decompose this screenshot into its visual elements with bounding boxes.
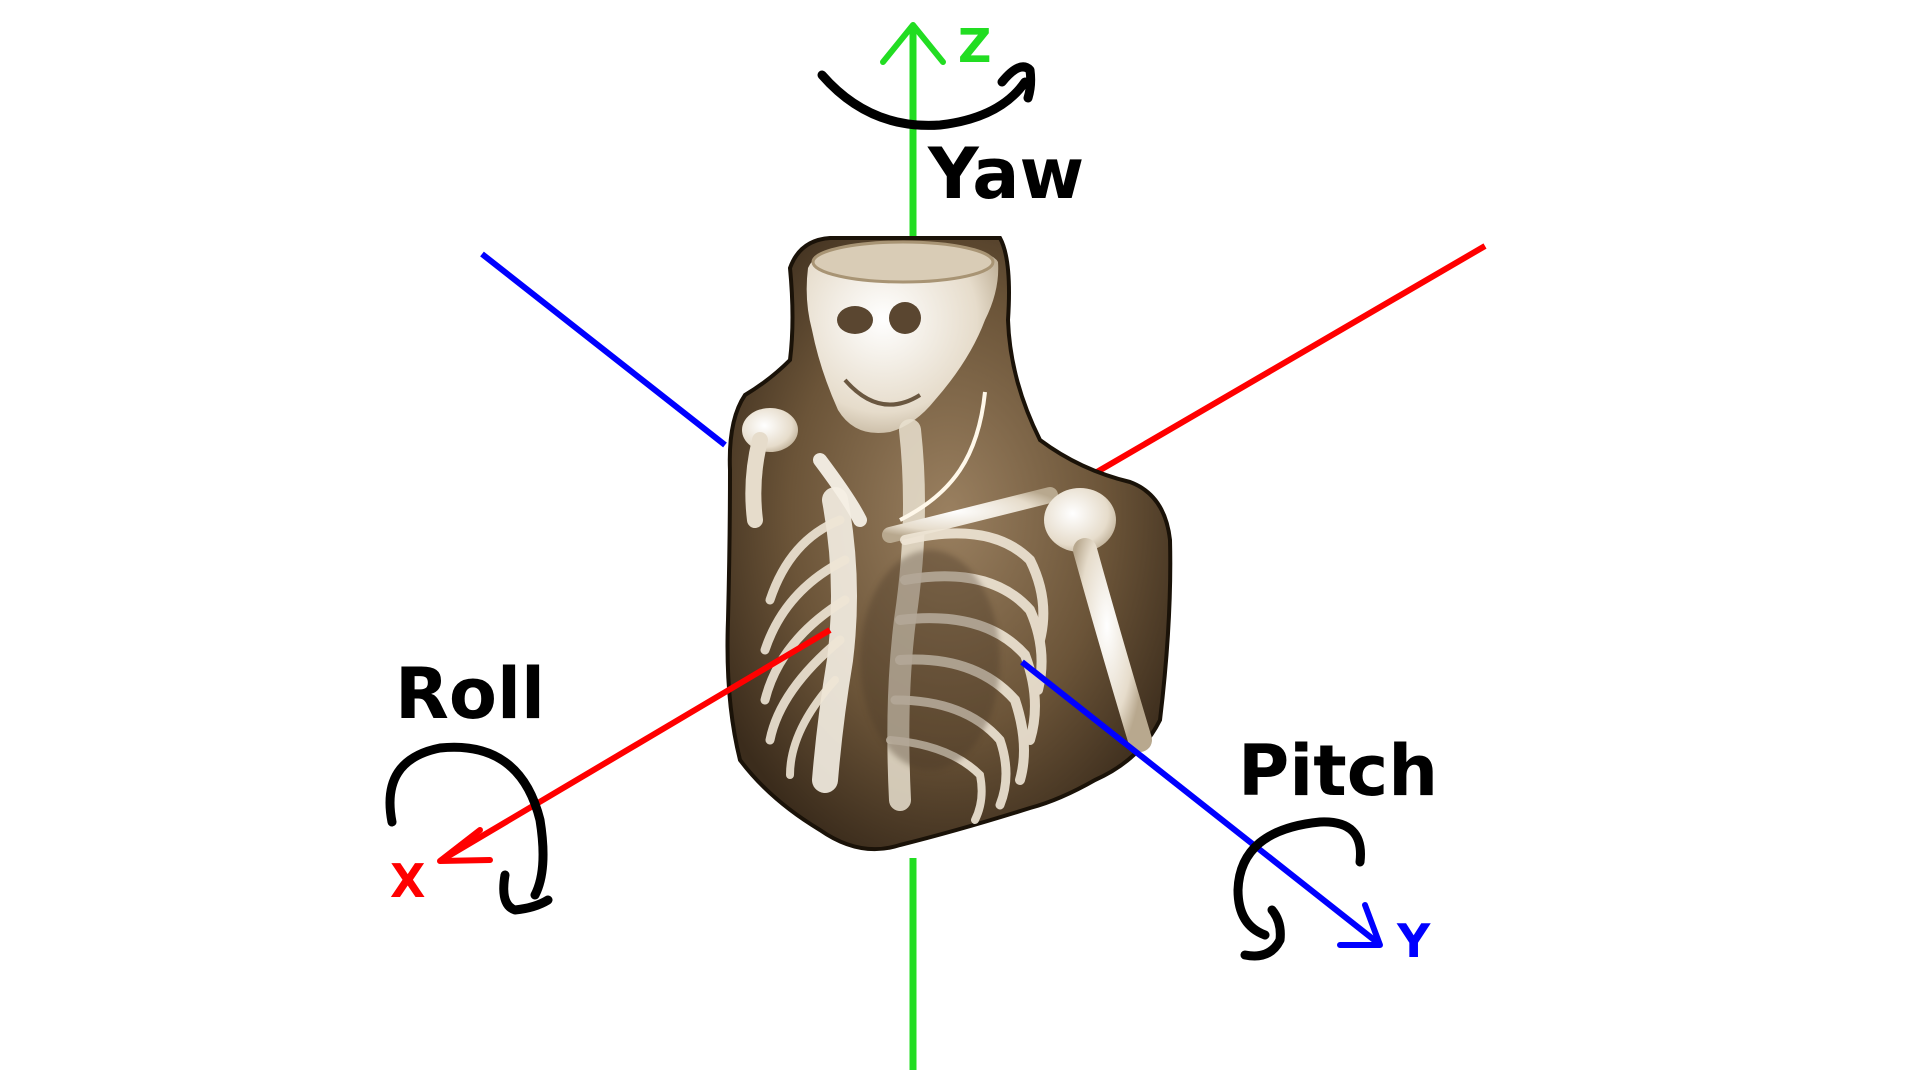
tube xyxy=(899,391,987,522)
axes-front xyxy=(437,22,1383,1070)
rib xyxy=(765,635,845,745)
rib xyxy=(900,528,1049,645)
shoulder-left xyxy=(1044,488,1116,552)
pitch-label: Pitch xyxy=(1238,730,1438,812)
x-axis-arrowhead xyxy=(437,827,493,864)
roll-rotation-arrow-icon xyxy=(385,742,553,915)
axes-back xyxy=(480,28,1487,479)
rib xyxy=(765,515,845,605)
yaw-rotation-arrow-icon xyxy=(817,62,1036,130)
eye-socket-left xyxy=(837,306,873,334)
yaw-label: Yaw xyxy=(927,133,1084,215)
skull xyxy=(806,243,999,434)
skeleton-torso-image xyxy=(725,236,1173,852)
z-axis-arrowhead xyxy=(880,22,946,65)
humerus-left xyxy=(1073,538,1152,752)
y-axis-label: Y xyxy=(1396,914,1431,968)
x-axis-back-segment xyxy=(1088,243,1487,479)
clavicle-left xyxy=(882,487,1058,543)
x-axis-line xyxy=(443,627,832,861)
roll-label: Roll xyxy=(395,653,545,735)
eye-socket-right xyxy=(889,302,921,334)
sternum xyxy=(812,487,857,793)
pitch-rotation-arrow-icon xyxy=(1233,817,1365,961)
jaw xyxy=(843,378,922,407)
ribcage-shadow xyxy=(860,550,1000,770)
y-axis-back-segment xyxy=(480,251,727,448)
rib xyxy=(786,676,839,779)
rib xyxy=(760,595,850,705)
x-axis-label: X xyxy=(390,854,425,908)
z-axis-label: Z xyxy=(958,19,991,73)
rib xyxy=(760,555,850,655)
shoulder-right xyxy=(742,408,798,452)
skull-opening xyxy=(811,240,995,284)
humerus-right xyxy=(745,432,768,528)
y-axis-arrowhead xyxy=(1337,902,1383,948)
y-axis-line xyxy=(1020,659,1380,946)
